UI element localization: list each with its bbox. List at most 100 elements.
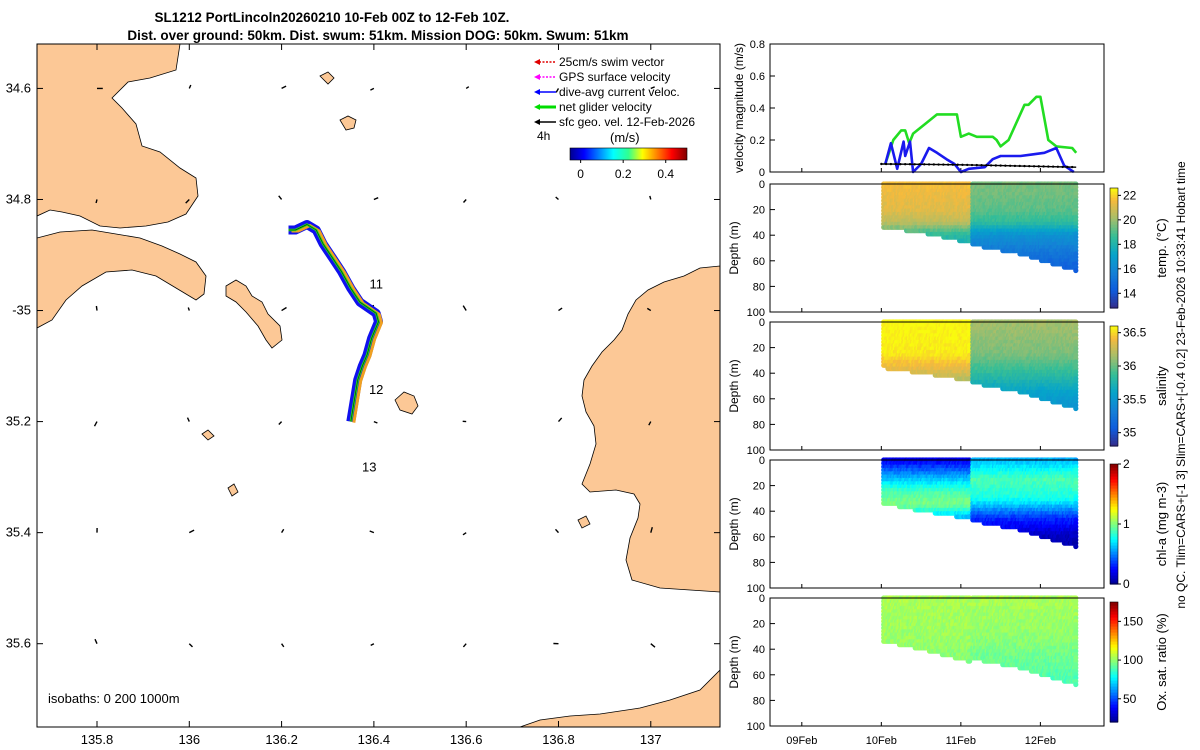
legend-arrowhead	[534, 119, 540, 125]
temperature-y-tick-label: 40	[753, 230, 765, 242]
geo-vel-marker	[951, 163, 955, 166]
map-y-tick-label: 35.4	[6, 525, 31, 540]
velocity-colorbar-tick-label: 0.2	[615, 167, 632, 181]
geo-vel-marker	[970, 163, 974, 167]
geo-vel-marker	[1018, 164, 1021, 168]
geo-vel-marker	[894, 162, 897, 166]
legend-arrowhead	[534, 59, 540, 65]
surface-vector-arrow	[370, 87, 375, 91]
surface-vector-arrow	[462, 199, 467, 203]
surface-vector-arrow	[93, 421, 98, 427]
geo-vel-marker	[899, 162, 902, 166]
surface-vector-arrow	[94, 638, 98, 644]
map-x-tick-label: 136.6	[450, 732, 483, 747]
temperature-colorbar-tick-label: 20	[1123, 213, 1137, 227]
kangaroo-island-land	[519, 669, 720, 727]
legend-label: sfc geo. vel. 12-Feb-2026	[559, 115, 695, 129]
temperature-colorbar-label: temp. (°C)	[1154, 218, 1169, 277]
surface-vector-arrow	[554, 528, 560, 534]
track-centerline	[288, 224, 379, 422]
geo-vel-marker	[1004, 164, 1007, 167]
temperature-y-tick-label: 0	[759, 179, 765, 191]
geo-vel-marker	[1013, 164, 1017, 168]
surface-vector-arrow	[462, 532, 467, 536]
surface-vector-arrow	[278, 195, 283, 200]
map-axis-ticks: 135.8 136 136.2 136.4 136.6 136.8 13734.634.8-…	[6, 44, 720, 747]
surface-vector-arrow	[95, 199, 98, 204]
surface-vector-arrow	[281, 85, 287, 90]
geo-vel-marker	[880, 162, 883, 166]
velocity-series-line	[884, 140, 1075, 174]
surface-vector-arrow	[188, 84, 192, 89]
geo-vel-marker	[1051, 165, 1055, 168]
geo-vel-marker	[1032, 165, 1036, 168]
surface-vector-arrow	[369, 530, 375, 534]
legend-label: 25cm/s swim vector	[559, 55, 664, 69]
geo-vel-marker	[1023, 164, 1026, 168]
map-y-tick-label: 35.2	[6, 414, 31, 429]
velocity-ylabel: velocity magnitude (m/s)	[732, 43, 746, 173]
geo-vel-marker	[985, 164, 988, 167]
surface-vector-arrow	[373, 420, 378, 424]
surface-vector-arrow	[557, 417, 563, 423]
geo-vel-marker	[975, 163, 978, 167]
legend-arrowhead	[534, 74, 540, 80]
geo-vel-marker	[932, 163, 936, 166]
surface-vector-arrow	[373, 197, 379, 201]
legend-arrowhead	[534, 104, 540, 110]
geo-vel-marker	[956, 163, 959, 166]
temperature-y-tick-label: 20	[753, 205, 765, 217]
map-y-tick-label: 35.6	[6, 636, 31, 651]
geo-vel-marker	[980, 164, 983, 167]
wedge-island-land	[394, 391, 419, 415]
figure-title-line1: SL1212 PortLincoln20260210 10-Feb 00Z to…	[155, 10, 510, 25]
geo-vel-marker	[908, 163, 912, 166]
map-x-tick-label: 136.8	[542, 732, 575, 747]
geo-vel-marker	[946, 163, 950, 166]
map-y-tick-label: 34.6	[6, 80, 31, 95]
temperature-y-tick-label: 80	[753, 281, 765, 293]
temperature-colorbar-tick-label: 18	[1123, 237, 1137, 251]
geo-vel-marker	[1028, 164, 1031, 168]
geo-vel-marker	[999, 164, 1002, 167]
geo-vel-marker	[1061, 165, 1064, 169]
figure-title-line2: Dist. over ground: 50km. Dist. swum: 51k…	[127, 28, 628, 43]
surface-vector-arrow	[188, 643, 193, 648]
geo-vel-marker	[903, 162, 907, 166]
eyre-peninsula-land	[37, 44, 199, 229]
geo-vel-marker	[1008, 164, 1012, 167]
velocity-colorbar-tick-label: 0	[577, 167, 584, 181]
geo-vel-marker	[1066, 165, 1069, 169]
day-label: 12	[369, 382, 383, 397]
surface-vector-arrow	[558, 307, 563, 312]
velocity-y-tick-label: 0.2	[750, 135, 765, 147]
geo-vel-marker	[961, 163, 964, 167]
velocity-colorbar-tick-label: 0.4	[657, 167, 674, 181]
map-x-tick-label: 136.2	[265, 732, 298, 747]
legend-time-label: 4h	[537, 129, 550, 143]
geo-vel-marker	[989, 164, 993, 167]
map-x-tick-label: 135.8	[81, 732, 114, 747]
map-frame	[36, 43, 721, 728]
temperature-y-tick-label: 60	[753, 256, 765, 268]
surface-vector-arrow	[280, 528, 285, 534]
surface-vector-arrow	[188, 529, 195, 534]
geo-vel-marker	[1056, 165, 1060, 168]
velocity-y-tick-label: 0.6	[750, 71, 765, 83]
map-x-tick-label: 136.4	[358, 732, 391, 747]
surface-vector-arrow	[649, 195, 652, 200]
geo-vel-marker	[1070, 165, 1074, 169]
yorke-peninsula-land	[581, 265, 720, 593]
velocity-y-tick-label: 0.4	[750, 103, 765, 115]
surface-vector-arrow	[465, 86, 470, 90]
geo-vel-marker	[1047, 165, 1050, 168]
